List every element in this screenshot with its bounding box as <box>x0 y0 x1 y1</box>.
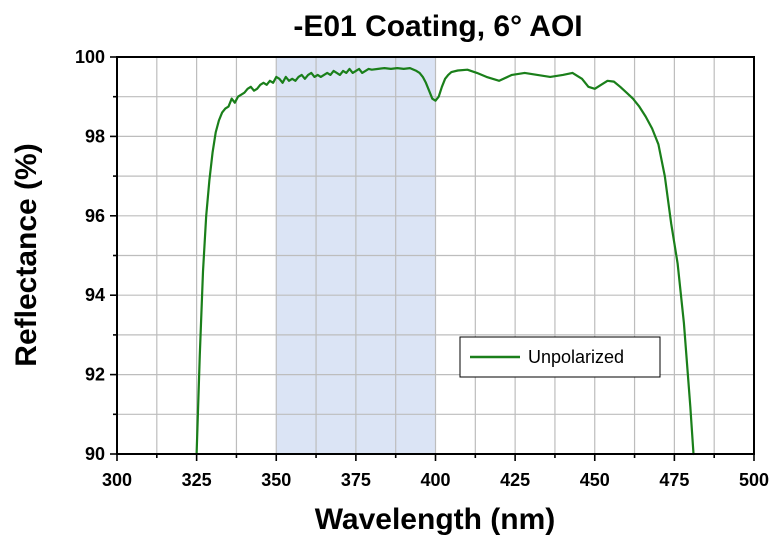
y-tick-label: 92 <box>85 365 105 385</box>
tick-layer: 300 325 350 375 400 425 450 475 500 90 92 94 96 98 100 <box>75 47 769 490</box>
legend-label-unpolarized: Unpolarized <box>528 347 624 367</box>
chart-title: -E01 Coating, 6° AOI <box>293 10 582 43</box>
x-tick-label: 325 <box>182 470 212 490</box>
legend: Unpolarized <box>459 336 661 378</box>
x-tick-label: 450 <box>580 470 610 490</box>
x-tick-label: 475 <box>659 470 689 490</box>
y-tick-label: 96 <box>85 206 105 226</box>
data-layer <box>195 66 695 456</box>
y-tick-label: 100 <box>75 47 105 67</box>
x-tick-label: 500 <box>739 470 769 490</box>
series-line-unpolarized <box>195 66 695 456</box>
y-tick-label: 94 <box>85 285 105 305</box>
x-tick-label: 350 <box>261 470 291 490</box>
x-axis-label: Wavelength (nm) <box>315 503 556 536</box>
x-tick-label: 375 <box>341 470 371 490</box>
y-tick-label: 98 <box>85 126 105 146</box>
y-axis-label: Reflectance (%) <box>10 143 43 366</box>
y-tick-label: 90 <box>85 444 105 464</box>
x-tick-label: 400 <box>420 470 450 490</box>
x-tick-label: 425 <box>500 470 530 490</box>
x-tick-label: 300 <box>102 470 132 490</box>
grid-layer <box>117 57 754 454</box>
